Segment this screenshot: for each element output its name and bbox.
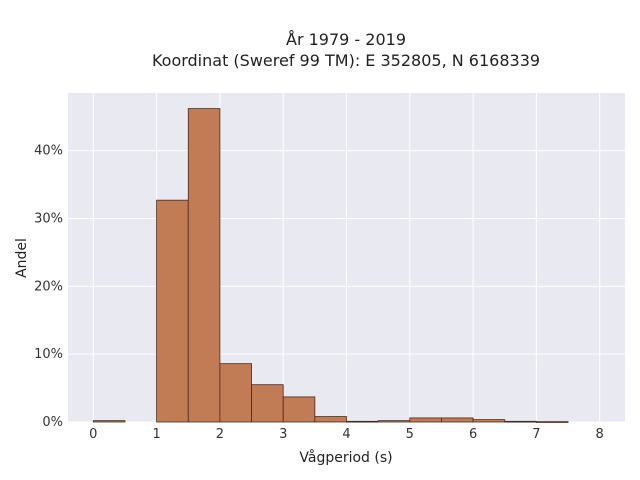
x-tick-label: 7 [532, 427, 540, 442]
histogram-bar [472, 419, 506, 423]
histogram-bar [251, 384, 284, 423]
histogram-bar [409, 417, 442, 423]
histogram-bar [441, 417, 474, 423]
histogram-bar [92, 420, 126, 423]
x-tick-label: 6 [469, 427, 477, 442]
y-tick-label: 30% [34, 211, 63, 226]
x-tick-label: 8 [596, 427, 604, 442]
y-tick-label: 40% [34, 144, 63, 159]
histogram-bar [504, 420, 537, 423]
x-tick-label: 4 [342, 427, 350, 442]
histogram-bar [377, 420, 411, 423]
histogram-bar [535, 421, 569, 423]
x-tick-label: 3 [279, 427, 287, 442]
y-tick-label: 0% [42, 415, 63, 430]
y-tick-label: 10% [34, 347, 63, 362]
y-tick-labels: 0% 10% 20% 30% 40% [34, 144, 63, 430]
histogram-bar [346, 420, 379, 423]
x-tick-label: 0 [89, 427, 97, 442]
histogram-bar [156, 199, 189, 423]
chart-title-line-1: År 1979 - 2019 [286, 30, 406, 49]
chart-title-line-2: Koordinat (Sweref 99 TM): E 352805, N 61… [152, 51, 540, 70]
bars-group [92, 108, 569, 423]
x-axis-label: Vågperiod (s) [299, 449, 392, 466]
histogram-bar [282, 396, 316, 423]
x-tick-label: 2 [216, 427, 224, 442]
y-tick-label: 20% [34, 279, 63, 294]
x-tick-label: 5 [406, 427, 414, 442]
histogram-bar [219, 363, 252, 423]
y-axis-label: Andel [14, 238, 30, 278]
histogram-bar [187, 108, 221, 423]
histogram-bar [314, 416, 347, 423]
x-tick-labels: 0 1 2 3 4 5 6 7 8 [89, 427, 604, 442]
x-tick-label: 1 [152, 427, 160, 442]
